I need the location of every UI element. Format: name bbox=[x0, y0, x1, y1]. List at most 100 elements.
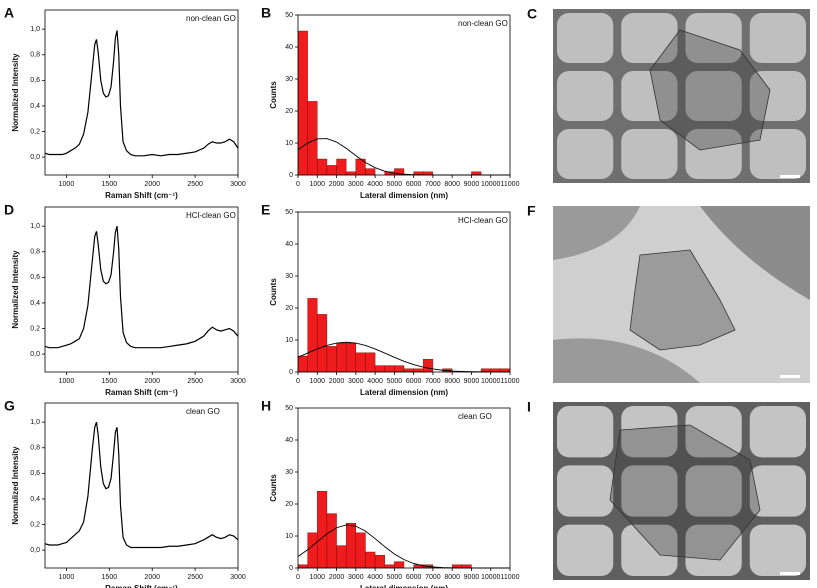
y-axis-label: Counts bbox=[269, 278, 278, 306]
y-tick-label: 0,4 bbox=[30, 300, 40, 307]
x-tick-label: 3000 bbox=[348, 378, 364, 385]
bar bbox=[394, 365, 405, 373]
annotation: HCl-clean GO bbox=[458, 216, 508, 225]
x-tick-label: 9000 bbox=[464, 574, 480, 581]
bar bbox=[336, 343, 347, 373]
carbon-hole bbox=[557, 465, 614, 517]
carbon-hole bbox=[621, 465, 678, 517]
carbon-hole bbox=[557, 406, 614, 458]
y-tick-label: 0,6 bbox=[30, 470, 40, 477]
x-axis-label: Raman Shift (cm⁻¹) bbox=[105, 388, 178, 397]
carbon-hole bbox=[749, 406, 806, 458]
x-tick-label: 10000 bbox=[481, 378, 501, 385]
carbon-hole bbox=[621, 406, 678, 458]
bar bbox=[500, 368, 511, 373]
x-tick-label: 2000 bbox=[329, 181, 345, 188]
x-tick-label: 4000 bbox=[367, 574, 383, 581]
plot-frame bbox=[44, 9, 239, 176]
x-tick-label: 10000 bbox=[481, 574, 501, 581]
bar bbox=[326, 165, 337, 176]
bar bbox=[317, 158, 328, 176]
x-tick-label: 9000 bbox=[464, 378, 480, 385]
plot-frame bbox=[297, 14, 511, 176]
scale-bar bbox=[780, 572, 800, 575]
carbon-hole bbox=[621, 13, 678, 63]
spectrum-line bbox=[44, 421, 239, 549]
panel-letter: C bbox=[527, 6, 537, 22]
bar bbox=[317, 314, 328, 373]
x-tick-label: 11000 bbox=[501, 181, 520, 188]
carbon-hole bbox=[749, 465, 806, 517]
carbon-hole bbox=[749, 71, 806, 121]
y-tick-label: 10 bbox=[285, 533, 293, 540]
y-tick-label: 0,8 bbox=[30, 445, 40, 452]
x-tick-label: 7000 bbox=[425, 181, 441, 188]
x-tick-label: 1000 bbox=[59, 378, 75, 385]
raman-panel: G 0,0 0,2 0,4 0,6 0,8 1,0 1000 1500 2000 2500 3000 c… bbox=[4, 398, 246, 588]
x-tick-label: 5000 bbox=[387, 574, 403, 581]
x-tick-label: 2500 bbox=[187, 574, 203, 581]
y-tick-label: 40 bbox=[285, 241, 293, 248]
spectrum-line bbox=[44, 30, 239, 157]
carbon-hole bbox=[557, 524, 614, 576]
x-tick-label: 1000 bbox=[309, 181, 325, 188]
carbon-hole bbox=[685, 524, 742, 576]
plot-frame bbox=[44, 402, 239, 569]
y-tick-label: 0,4 bbox=[30, 103, 40, 110]
y-axis-label: Normalized Intensity bbox=[11, 446, 20, 525]
y-axis-label: Counts bbox=[269, 81, 278, 109]
carbon-hole bbox=[685, 71, 742, 121]
panel-letter: G bbox=[4, 398, 15, 414]
y-tick-label: 0,6 bbox=[30, 77, 40, 84]
y-tick-label: 20 bbox=[285, 108, 293, 115]
y-tick-label: 0,8 bbox=[30, 52, 40, 59]
x-axis-label: Raman Shift (cm⁻¹) bbox=[105, 191, 178, 200]
tem-image: C bbox=[527, 6, 810, 183]
x-tick-label: 1500 bbox=[102, 181, 118, 188]
panel-letter: A bbox=[4, 5, 14, 21]
x-tick-label: 11000 bbox=[501, 378, 520, 385]
bar bbox=[307, 532, 318, 569]
bar bbox=[365, 352, 376, 373]
bar bbox=[317, 491, 328, 569]
raman-panel: A 0,0 0,2 0,4 0,6 0,8 1,0 1000 1500 2000 2500 3000 n… bbox=[4, 5, 246, 200]
plot-frame bbox=[44, 206, 239, 373]
x-tick-label: 1000 bbox=[309, 378, 325, 385]
x-tick-label: 3000 bbox=[348, 574, 364, 581]
carbon-hole bbox=[557, 129, 614, 179]
x-tick-label: 2000 bbox=[144, 181, 160, 188]
y-tick-label: 40 bbox=[285, 437, 293, 444]
bar bbox=[336, 158, 347, 176]
plot-frame bbox=[297, 407, 511, 569]
y-tick-label: 50 bbox=[285, 405, 293, 412]
scale-bar bbox=[780, 175, 800, 178]
y-tick-label: 0,0 bbox=[30, 154, 40, 161]
panel-letter: H bbox=[261, 398, 271, 414]
y-tick-label: 0 bbox=[289, 172, 293, 179]
carbon-hole bbox=[621, 129, 678, 179]
graphene-oxide-flake bbox=[629, 249, 736, 351]
x-tick-label: 5000 bbox=[387, 181, 403, 188]
carbon-hole bbox=[685, 406, 742, 458]
x-tick-label: 3000 bbox=[230, 181, 246, 188]
x-tick-label: 8000 bbox=[444, 181, 460, 188]
x-tick-label: 2000 bbox=[144, 378, 160, 385]
panel-letter: D bbox=[4, 202, 14, 218]
x-tick-label: 4000 bbox=[367, 378, 383, 385]
x-tick-label: 2500 bbox=[187, 378, 203, 385]
raman-panel: D 0,0 0,2 0,4 0,6 0,8 1,0 1000 1500 2000 2500 3000 H… bbox=[4, 202, 246, 397]
carbon-hole bbox=[621, 71, 678, 121]
carbon-hole bbox=[749, 13, 806, 63]
tem-image: F bbox=[527, 203, 810, 383]
panel-letter: E bbox=[261, 202, 270, 218]
y-tick-label: 30 bbox=[285, 273, 293, 280]
y-tick-label: 10 bbox=[285, 337, 293, 344]
bar bbox=[355, 352, 366, 373]
carbon-hole bbox=[685, 465, 742, 517]
x-tick-label: 5000 bbox=[387, 378, 403, 385]
x-tick-label: 2000 bbox=[329, 378, 345, 385]
x-tick-label: 1000 bbox=[59, 574, 75, 581]
x-tick-label: 2000 bbox=[329, 574, 345, 581]
annotation: clean GO bbox=[458, 412, 492, 421]
